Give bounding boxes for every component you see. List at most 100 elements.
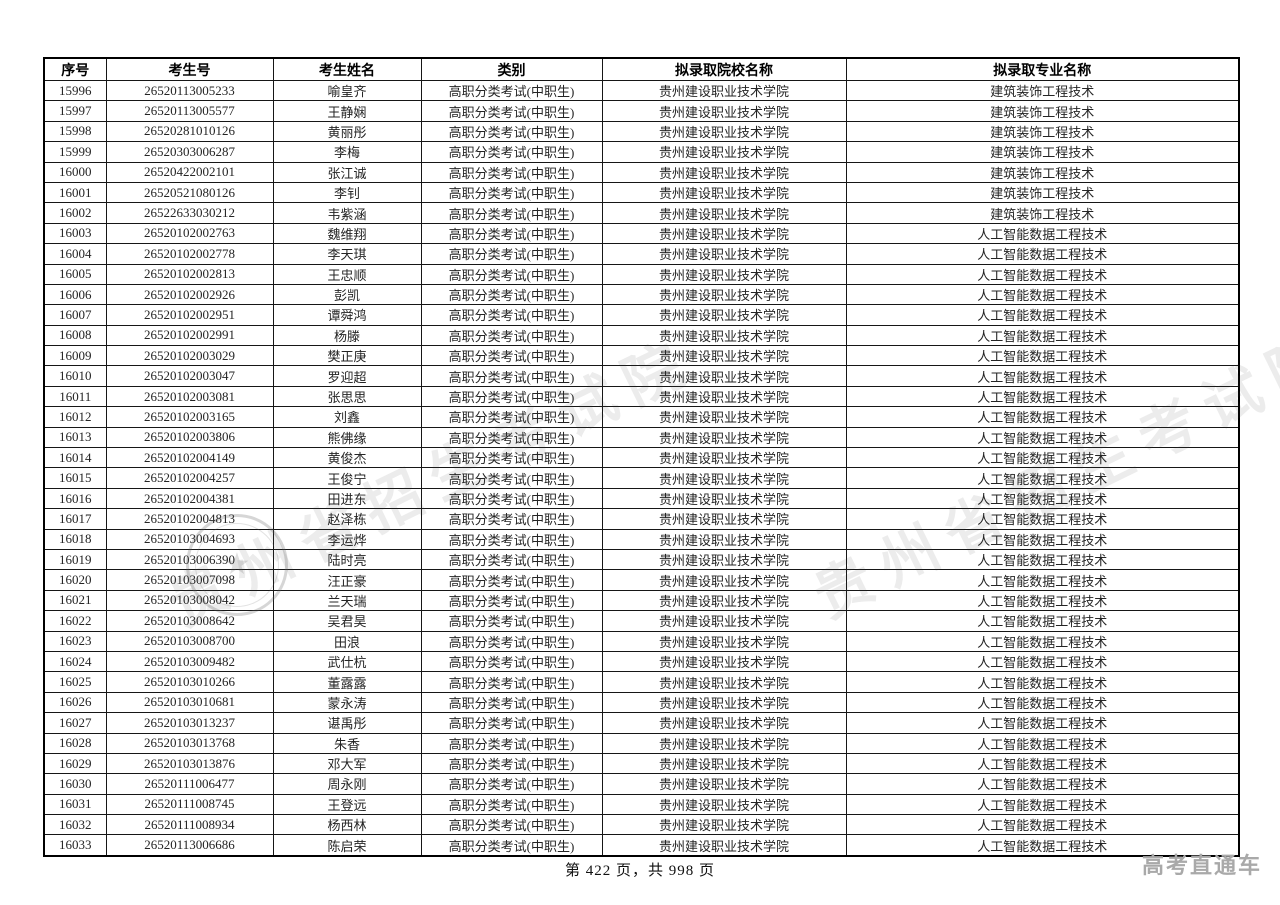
table-row: 16013 26520102003806 熊佛缘 高职分类考试(中职生) 贵州建设职业技… xyxy=(43,426,1240,449)
table-row: 16020 26520103007098 汪正豪 高职分类考试(中职生) 贵州建设职业技… xyxy=(43,569,1240,591)
cell-college: 贵州建设职业技术学院 xyxy=(601,630,847,652)
cell-college: 贵州建设职业技术学院 xyxy=(601,263,847,285)
brand-watermark: 高考直通车 xyxy=(1141,853,1262,878)
cell-college: 贵州建设职业技术学院 xyxy=(601,691,847,714)
cell-college: 贵州建设职业技术学院 xyxy=(601,508,847,530)
cell-college: 贵州建设职业技术学院 xyxy=(601,141,847,163)
cell-seq: 16032 xyxy=(43,814,107,836)
cell-name: 樊正庚 xyxy=(272,345,422,367)
cell-candidate-no: 26520113005577 xyxy=(105,100,274,122)
cell-college: 贵州建设职业技术学院 xyxy=(601,426,847,449)
cell-college: 贵州建设职业技术学院 xyxy=(601,345,847,367)
cell-major: 建筑装饰工程技术 xyxy=(845,100,1240,122)
cell-major: 人工智能数据工程技术 xyxy=(845,671,1240,693)
cell-major: 人工智能数据工程技术 xyxy=(845,773,1240,795)
cell-major: 建筑装饰工程技术 xyxy=(845,79,1240,102)
table-row: 16009 26520102003029 樊正庚 高职分类考试(中职生) 贵州建设职业技… xyxy=(43,345,1240,367)
cell-name: 谭舜鸿 xyxy=(272,304,422,326)
cell-college: 贵州建设职业技术学院 xyxy=(601,834,847,857)
cell-category: 高职分类考试(中职生) xyxy=(420,141,603,163)
cell-seq: 16020 xyxy=(43,569,107,591)
cell-college: 贵州建设职业技术学院 xyxy=(601,773,847,795)
cell-candidate-no: 26520303006287 xyxy=(105,141,274,163)
table-row: 16004 26520102002778 李天琪 高职分类考试(中职生) 贵州建设职业技… xyxy=(43,243,1240,265)
cell-candidate-no: 26520422002101 xyxy=(105,161,274,183)
table-row: 16015 26520102004257 王俊宁 高职分类考试(中职生) 贵州建设职业技… xyxy=(43,467,1240,489)
cell-major: 建筑装饰工程技术 xyxy=(845,141,1240,163)
cell-category: 高职分类考试(中职生) xyxy=(420,548,603,571)
cell-major: 人工智能数据工程技术 xyxy=(845,548,1240,571)
cell-major: 人工智能数据工程技术 xyxy=(845,447,1240,469)
cell-name: 武仕杭 xyxy=(272,650,422,673)
cell-candidate-no: 26520113006686 xyxy=(105,834,274,857)
cell-category: 高职分类考试(中职生) xyxy=(420,365,603,387)
table-row: 16021 26520103008042 兰天瑞 高职分类考试(中职生) 贵州建设职业技… xyxy=(43,589,1240,612)
table-row: 16028 26520103013768 朱香 高职分类考试(中职生) 贵州建设职业技术… xyxy=(43,732,1240,754)
cell-category: 高职分类考试(中职生) xyxy=(420,630,603,652)
cell-college: 贵州建设职业技术学院 xyxy=(601,324,847,347)
cell-name: 张江诚 xyxy=(272,161,422,183)
cell-category: 高职分类考试(中职生) xyxy=(420,447,603,469)
cell-seq: 16015 xyxy=(43,467,107,489)
table-row: 16014 26520102004149 黄俊杰 高职分类考试(中职生) 贵州建设职业技… xyxy=(43,447,1240,469)
cell-name: 喻皇齐 xyxy=(272,79,422,102)
cell-college: 贵州建设职业技术学院 xyxy=(601,385,847,408)
cell-major: 人工智能数据工程技术 xyxy=(845,610,1240,632)
cell-candidate-no: 26520102002778 xyxy=(105,243,274,265)
cell-category: 高职分类考试(中职生) xyxy=(420,732,603,754)
cell-candidate-no: 26520102004381 xyxy=(105,487,274,510)
cell-seq: 16005 xyxy=(43,263,107,285)
cell-seq: 15999 xyxy=(43,141,107,163)
cell-major: 人工智能数据工程技术 xyxy=(845,365,1240,387)
cell-name: 王俊宁 xyxy=(272,467,422,489)
cell-major: 人工智能数据工程技术 xyxy=(845,324,1240,347)
cell-major: 人工智能数据工程技术 xyxy=(845,487,1240,510)
column-header-name: 考生姓名 xyxy=(272,57,422,81)
cell-seq: 16033 xyxy=(43,834,107,857)
cell-seq: 16017 xyxy=(43,508,107,530)
cell-major: 人工智能数据工程技术 xyxy=(845,406,1240,428)
cell-category: 高职分类考试(中职生) xyxy=(420,243,603,265)
cell-major: 人工智能数据工程技术 xyxy=(845,304,1240,326)
cell-category: 高职分类考试(中职生) xyxy=(420,79,603,102)
cell-name: 李梅 xyxy=(272,141,422,163)
cell-college: 贵州建设职业技术学院 xyxy=(601,610,847,632)
cell-category: 高职分类考试(中职生) xyxy=(420,814,603,836)
page-number-footer: 第 422 页，共 998 页 xyxy=(564,863,715,879)
cell-category: 高职分类考试(中职生) xyxy=(420,202,603,224)
cell-college: 贵州建设职业技术学院 xyxy=(601,793,847,816)
table-row: 16001 26520521080126 李钊 高职分类考试(中职生) 贵州建设职业技术… xyxy=(43,181,1240,204)
cell-category: 高职分类考试(中职生) xyxy=(420,773,603,795)
cell-category: 高职分类考试(中职生) xyxy=(420,691,603,714)
table-body: 15996 26520113005233 喻皇齐 高职分类考试(中职生) 贵州建设职业技… xyxy=(43,79,1240,857)
column-header-major: 拟录取专业名称 xyxy=(845,57,1240,81)
cell-college: 贵州建设职业技术学院 xyxy=(601,712,847,734)
table-row: 16007 26520102002951 谭舜鸿 高职分类考试(中职生) 贵州建设职业技… xyxy=(43,304,1240,326)
cell-candidate-no: 26520103013768 xyxy=(105,732,274,754)
cell-major: 人工智能数据工程技术 xyxy=(845,345,1240,367)
cell-category: 高职分类考试(中职生) xyxy=(420,263,603,285)
cell-college: 贵州建设职业技术学院 xyxy=(601,283,847,306)
cell-college: 贵州建设职业技术学院 xyxy=(601,304,847,326)
cell-candidate-no: 26520113005233 xyxy=(105,79,274,102)
cell-seq: 15998 xyxy=(43,120,107,143)
cell-name: 董露露 xyxy=(272,671,422,693)
table-row: 15998 26520281010126 黄丽彤 高职分类考试(中职生) 贵州建设职业技… xyxy=(43,120,1240,143)
cell-seq: 16014 xyxy=(43,447,107,469)
cell-candidate-no: 26520103009482 xyxy=(105,650,274,673)
cell-name: 陆时亮 xyxy=(272,548,422,571)
cell-seq: 16003 xyxy=(43,222,107,245)
cell-seq: 16018 xyxy=(43,528,107,550)
cell-candidate-no: 26520103008700 xyxy=(105,630,274,652)
cell-category: 高职分类考试(中职生) xyxy=(420,752,603,775)
cell-name: 刘鑫 xyxy=(272,406,422,428)
cell-seq: 16011 xyxy=(43,385,107,408)
cell-category: 高职分类考试(中职生) xyxy=(420,385,603,408)
cell-major: 人工智能数据工程技术 xyxy=(845,650,1240,673)
table-row: 16017 26520102004813 赵泽栋 高职分类考试(中职生) 贵州建设职业技… xyxy=(43,508,1240,530)
cell-name: 邓大军 xyxy=(272,752,422,775)
cell-name: 彭凯 xyxy=(272,283,422,306)
cell-seq: 16024 xyxy=(43,650,107,673)
cell-seq: 16022 xyxy=(43,610,107,632)
cell-major: 人工智能数据工程技术 xyxy=(845,752,1240,775)
